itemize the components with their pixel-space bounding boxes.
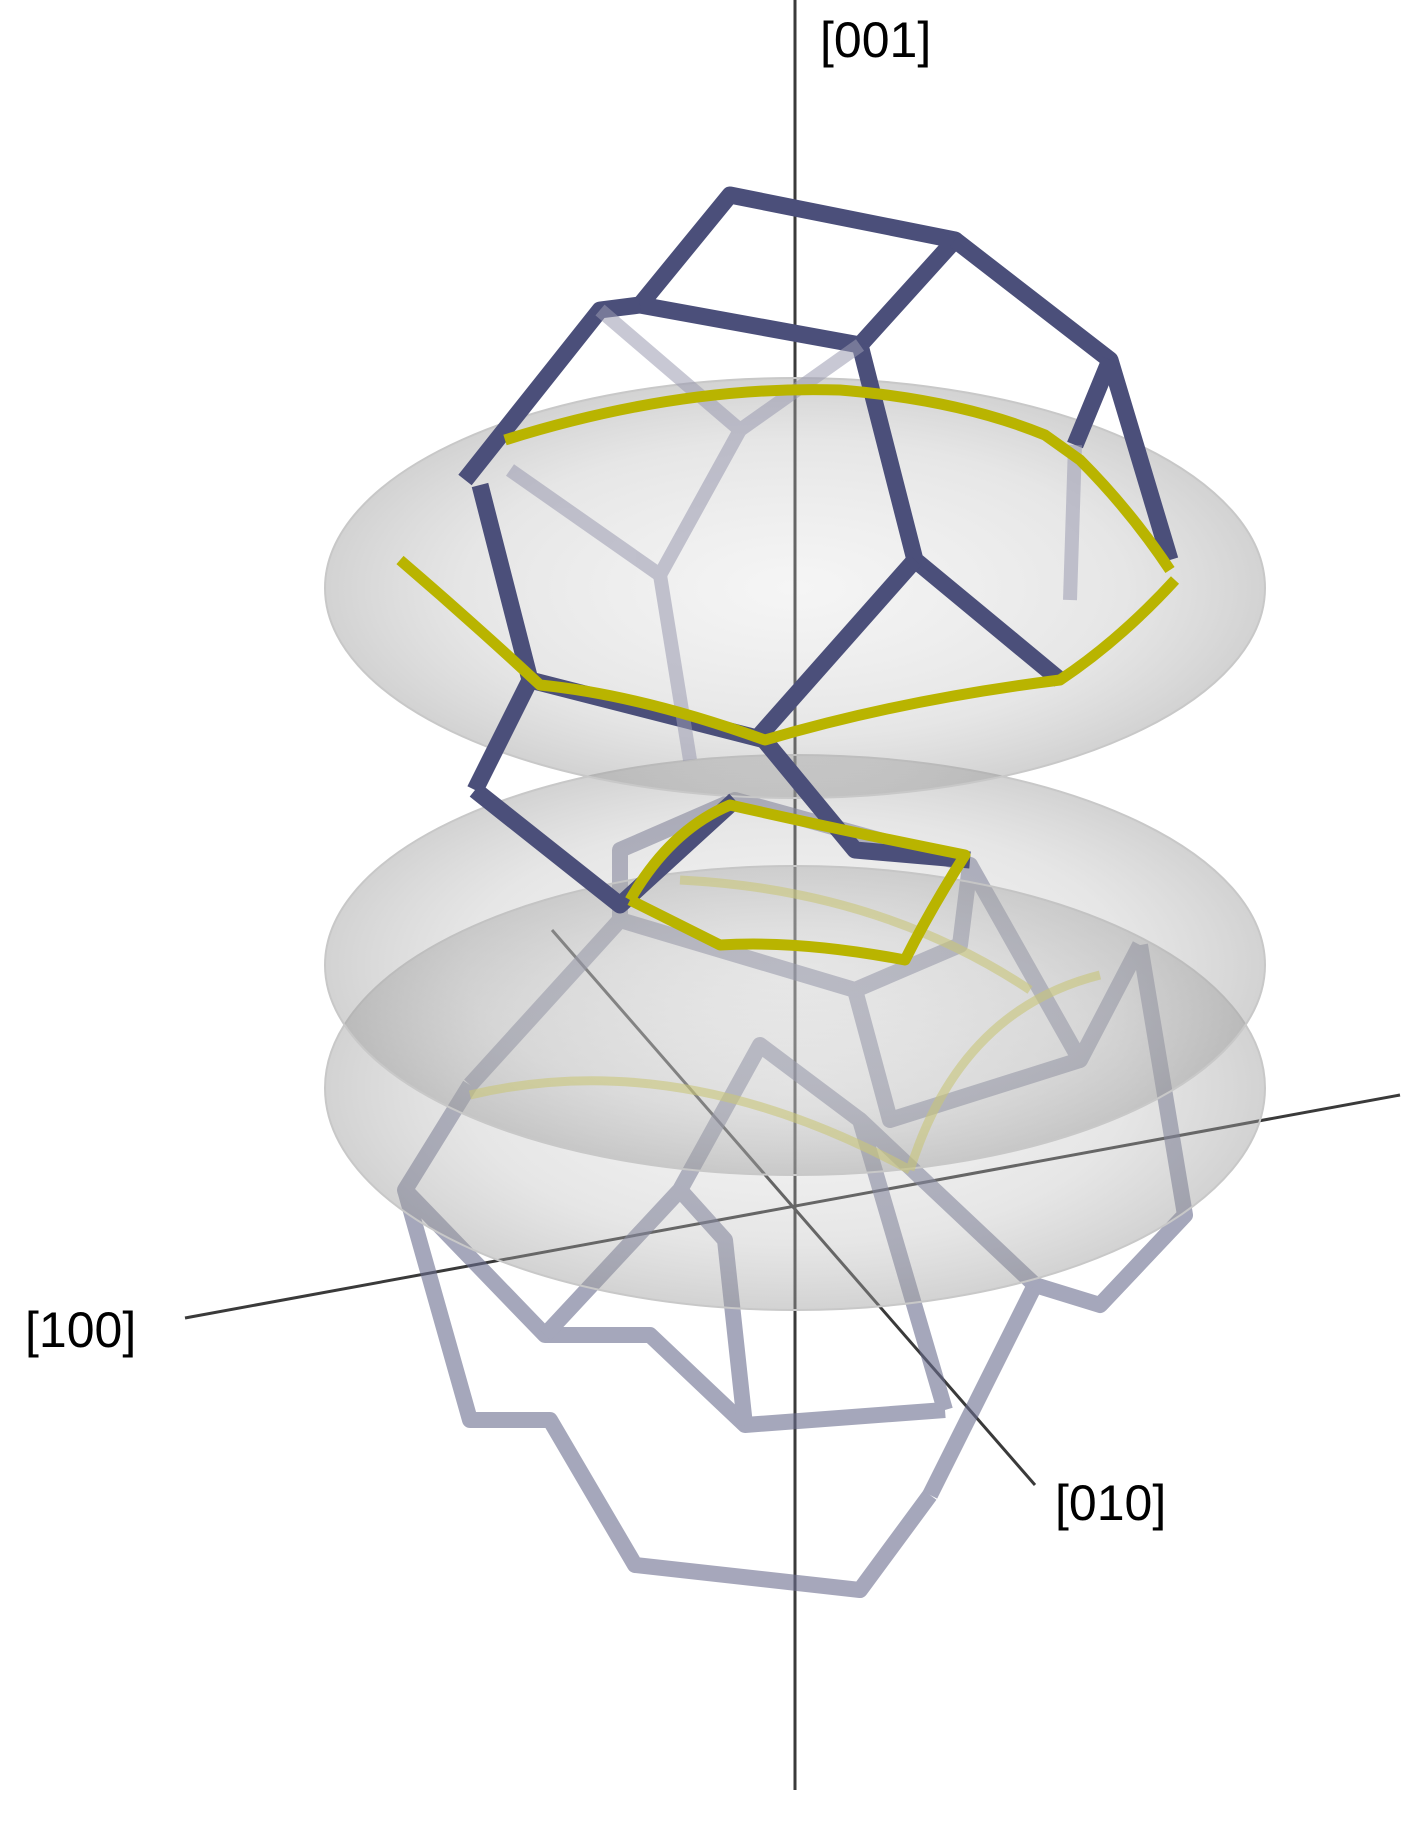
upper-zone-edge: [1067, 356, 1118, 449]
lower-contour-arc: [679, 875, 1033, 994]
axis-100-label-wrap: [100]: [25, 1305, 137, 1358]
hidden-edge: [653, 573, 697, 762]
upper-zone-hidden-edges: [505, 304, 1082, 762]
top-contour-front: [396, 555, 1180, 746]
lower-contour-arc: [905, 970, 1102, 1172]
axis-100-label: [100]: [25, 1305, 137, 1358]
lower-contour-arc: [468, 1076, 913, 1174]
fermi-slices: [324, 377, 1266, 1311]
upper-zone-edge: [753, 554, 922, 741]
axis-010-label-wrap: [010]: [1055, 1478, 1167, 1531]
upper-zone-edge: [753, 729, 971, 869]
axis-001-label-wrap: [001]: [820, 15, 932, 68]
fermi-contours: [396, 384, 1180, 966]
hidden-edge: [1063, 444, 1082, 601]
top-contour-back: [503, 384, 1175, 574]
axis-001-label: [001]: [820, 15, 932, 68]
upper-zone-edge: [469, 783, 741, 914]
axis-010-label: [010]: [1055, 1478, 1167, 1531]
lower-fermi-contour: [468, 875, 1102, 1174]
lower-zone-edge: [1094, 1209, 1191, 1311]
upper-zone-top-square: [631, 186, 964, 354]
lower-zone-edge: [397, 1187, 937, 1598]
middle-contour: [625, 799, 971, 966]
